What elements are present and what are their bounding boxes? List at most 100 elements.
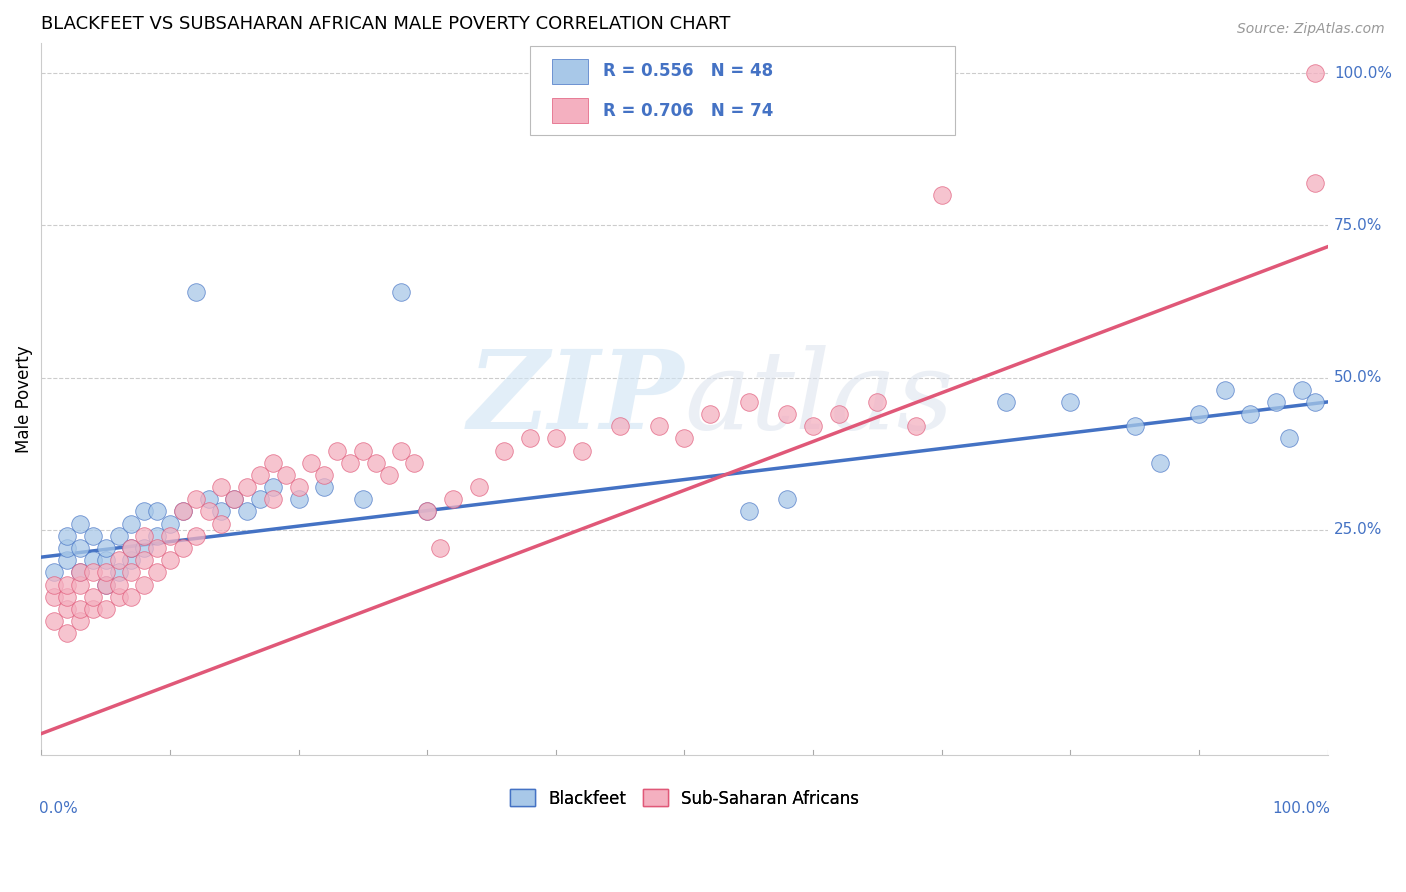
Point [609,419,631,434]
Point [159,516,181,531]
Point [107,577,129,591]
Point [648,419,671,434]
Text: 25.0%: 25.0% [1334,522,1382,537]
Point [314,467,336,482]
Point [134,541,156,555]
Point [828,407,851,421]
Point [172,504,194,518]
Point [44,614,66,628]
Point [699,407,721,421]
Point [236,504,259,518]
Text: 0.0%: 0.0% [39,801,77,816]
Point [801,419,824,434]
Point [69,602,91,616]
Point [738,395,761,409]
Point [494,443,516,458]
Point [287,480,309,494]
Point [1149,456,1171,470]
Text: 75.0%: 75.0% [1334,218,1382,233]
Point [82,553,104,567]
Point [69,566,91,580]
Point [69,566,91,580]
Point [1213,383,1236,397]
Point [82,529,104,543]
Point [94,577,117,591]
Point [94,602,117,616]
Text: R = 0.706   N = 74: R = 0.706 N = 74 [603,102,773,120]
Text: atlas: atlas [685,345,955,452]
Point [94,577,117,591]
Point [82,602,104,616]
Point [224,492,246,507]
Point [69,516,91,531]
Point [314,480,336,494]
Point [224,492,246,507]
FancyBboxPatch shape [553,98,588,123]
Text: 50.0%: 50.0% [1334,370,1382,385]
FancyBboxPatch shape [530,46,955,136]
Point [209,480,232,494]
Point [56,529,79,543]
Point [120,541,142,555]
Point [571,443,593,458]
Point [377,467,399,482]
Point [1303,176,1326,190]
Point [120,516,142,531]
Point [866,395,889,409]
Text: R = 0.556   N = 48: R = 0.556 N = 48 [603,62,773,80]
Point [94,566,117,580]
Point [352,492,374,507]
Point [904,419,927,434]
Point [146,541,169,555]
Point [209,504,232,518]
Point [146,566,169,580]
Point [262,456,284,470]
Point [56,553,79,567]
Point [107,566,129,580]
Point [738,504,761,518]
Point [1291,383,1313,397]
Point [673,432,696,446]
Point [134,577,156,591]
Point [56,577,79,591]
Point [776,492,799,507]
Text: 100.0%: 100.0% [1334,66,1392,81]
Point [467,480,489,494]
Point [1303,66,1326,80]
Point [184,285,207,300]
Point [197,504,219,518]
Point [416,504,439,518]
Point [416,504,439,518]
Point [249,492,271,507]
Point [44,577,66,591]
Point [107,553,129,567]
Point [404,456,426,470]
Point [1188,407,1211,421]
Point [776,407,799,421]
Point [364,456,387,470]
Point [82,566,104,580]
Point [1123,419,1146,434]
Point [326,443,349,458]
Point [44,590,66,604]
Point [519,432,541,446]
Y-axis label: Male Poverty: Male Poverty [15,345,32,453]
Point [69,577,91,591]
Point [69,541,91,555]
Point [134,529,156,543]
Point [1265,395,1288,409]
Text: ZIP: ZIP [468,345,685,452]
Point [544,432,567,446]
Point [107,529,129,543]
Point [429,541,451,555]
Text: 100.0%: 100.0% [1272,801,1330,816]
Point [352,443,374,458]
Point [120,566,142,580]
Point [134,553,156,567]
Point [274,467,297,482]
Point [1239,407,1261,421]
Point [120,553,142,567]
Point [931,188,953,202]
Point [184,529,207,543]
Point [441,492,464,507]
